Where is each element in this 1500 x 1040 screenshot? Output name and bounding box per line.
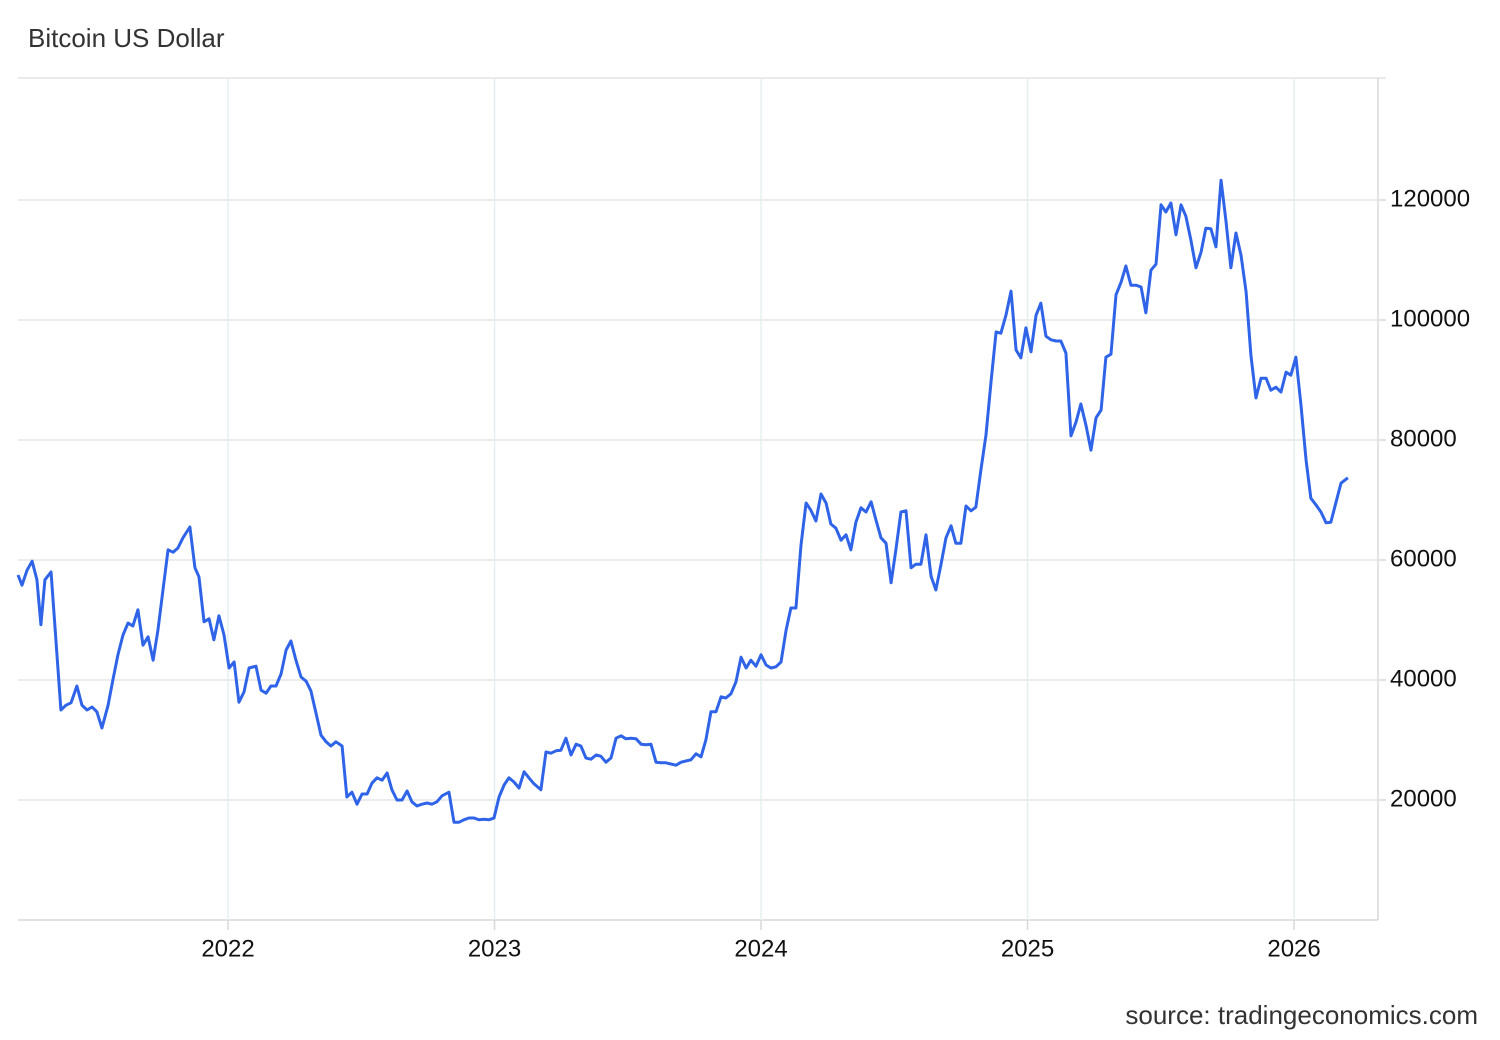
x-tick-label: 2023 [468, 935, 521, 962]
chart-title: Bitcoin US Dollar [28, 23, 225, 53]
y-tick-label: 120000 [1390, 185, 1470, 212]
x-tick-label: 2025 [1001, 935, 1054, 962]
x-tick-label: 2024 [734, 935, 787, 962]
price-line [16, 178, 1349, 824]
source-note: source: tradingeconomics.com [1125, 1000, 1478, 1030]
x-tick-label: 2022 [201, 935, 254, 962]
y-tick-label: 60000 [1390, 545, 1457, 572]
y-tick-label: 80000 [1390, 425, 1457, 452]
x-tick-label: 2026 [1267, 935, 1320, 962]
y-tick-label: 100000 [1390, 305, 1470, 332]
y-tick-label: 20000 [1390, 785, 1457, 812]
y-tick-label: 40000 [1390, 665, 1457, 692]
